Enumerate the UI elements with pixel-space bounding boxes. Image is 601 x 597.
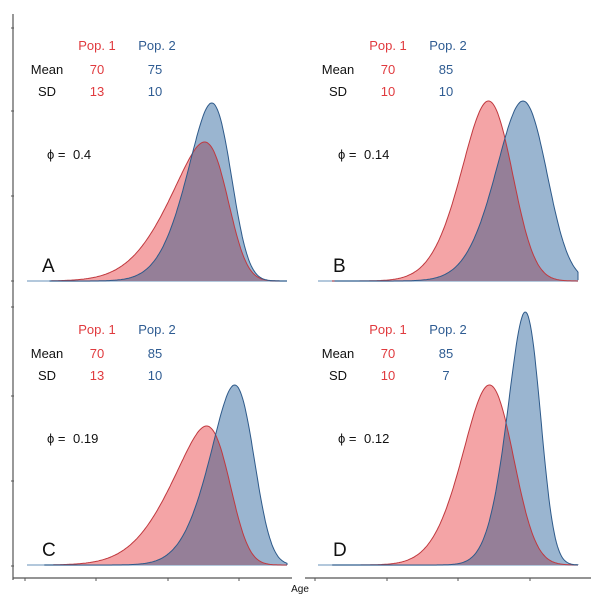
phi-label: ϕ = bbox=[338, 147, 356, 162]
y-ticks bbox=[11, 27, 14, 567]
x-ticks bbox=[24, 578, 531, 581]
sd-row-label: SD bbox=[38, 368, 56, 383]
phi-value: 0.4 bbox=[73, 147, 91, 162]
pop2-mean: 85 bbox=[439, 346, 453, 361]
pop1-header: Pop. 1 bbox=[78, 38, 116, 53]
pop2-header: Pop. 2 bbox=[429, 322, 467, 337]
phi-label: ϕ = bbox=[47, 147, 65, 162]
overlap-area bbox=[333, 385, 578, 565]
panel-c: Pop. 1 Pop. 2 Mean 70 85 SD 13 10 ϕ = 0.19 C bbox=[27, 322, 288, 566]
pop2-density-line bbox=[334, 100, 579, 282]
pop2-sd: 7 bbox=[442, 368, 449, 383]
pop2-sd: 10 bbox=[148, 84, 162, 99]
pop1-sd: 13 bbox=[90, 84, 104, 99]
pop2-density-line bbox=[332, 311, 579, 566]
pop2-mean: 85 bbox=[439, 62, 453, 77]
panel-label: A bbox=[42, 256, 55, 277]
panel-d: Pop. 1 Pop. 2 Mean 70 85 SD 10 7 ϕ = 0.12 D bbox=[318, 311, 579, 566]
pop1-sd: 10 bbox=[381, 84, 395, 99]
pop2-sd: 10 bbox=[439, 84, 453, 99]
pop1-header: Pop. 1 bbox=[78, 322, 116, 337]
pop1-sd: 13 bbox=[90, 368, 104, 383]
pop2-mean: 75 bbox=[148, 62, 162, 77]
phi-value: 0.12 bbox=[364, 431, 389, 446]
pop1-mean: 70 bbox=[90, 62, 104, 77]
pop1-sd: 10 bbox=[381, 368, 395, 383]
mean-row-label: Mean bbox=[31, 346, 64, 361]
mean-row-label: Mean bbox=[322, 62, 355, 77]
mean-row-label: Mean bbox=[31, 62, 64, 77]
pop2-header: Pop. 2 bbox=[138, 38, 176, 53]
panel-label: D bbox=[333, 540, 347, 561]
sd-row-label: SD bbox=[329, 368, 347, 383]
panel-label: B bbox=[333, 256, 346, 277]
phi-value: 0.14 bbox=[364, 147, 389, 162]
pop2-density-line bbox=[49, 102, 287, 282]
x-axis-label: Age bbox=[291, 584, 309, 595]
sd-row-label: SD bbox=[38, 84, 56, 99]
pop2-header: Pop. 2 bbox=[138, 322, 176, 337]
phi-label: ϕ = bbox=[338, 431, 356, 446]
pop2-mean: 85 bbox=[148, 346, 162, 361]
overlap-area bbox=[51, 142, 287, 281]
sd-row-label: SD bbox=[329, 84, 347, 99]
pop1-mean: 70 bbox=[90, 346, 104, 361]
phi-value: 0.19 bbox=[73, 431, 98, 446]
pop2-sd: 10 bbox=[148, 368, 162, 383]
pop1-mean: 70 bbox=[381, 62, 395, 77]
pop1-mean: 70 bbox=[381, 346, 395, 361]
pop2-density-line bbox=[44, 384, 288, 566]
panel-a: Pop. 1 Pop. 2 Mean 70 75 SD 13 10 ϕ = 0.4 A bbox=[27, 38, 287, 282]
pop1-header: Pop. 1 bbox=[369, 38, 407, 53]
phi-label: ϕ = bbox=[47, 431, 65, 446]
mean-row-label: Mean bbox=[322, 346, 355, 361]
pop2-header: Pop. 2 bbox=[429, 38, 467, 53]
pop1-density-line bbox=[51, 141, 287, 282]
panel-b: Pop. 1 Pop. 2 Mean 70 85 SD 10 10 ϕ = 0.14 B bbox=[318, 38, 579, 282]
pop1-density-line bbox=[53, 425, 287, 566]
pop1-header: Pop. 1 bbox=[369, 322, 407, 337]
panel-label: C bbox=[42, 540, 56, 561]
